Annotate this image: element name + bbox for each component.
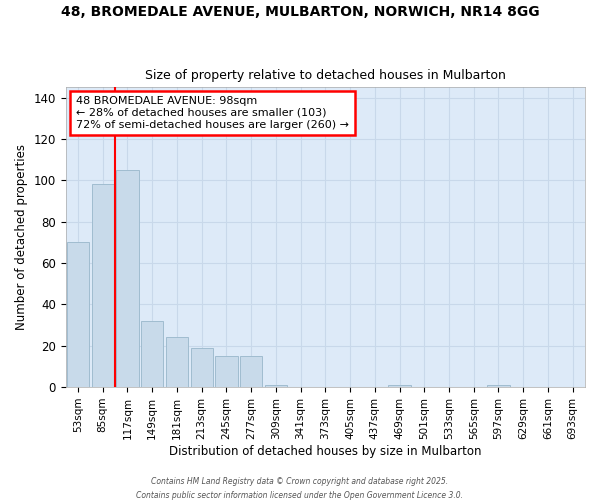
Text: 48, BROMEDALE AVENUE, MULBARTON, NORWICH, NR14 8GG: 48, BROMEDALE AVENUE, MULBARTON, NORWICH… xyxy=(61,5,539,19)
Bar xyxy=(240,356,262,387)
Bar xyxy=(265,385,287,387)
Title: Size of property relative to detached houses in Mulbarton: Size of property relative to detached ho… xyxy=(145,69,506,82)
Bar xyxy=(92,184,114,387)
X-axis label: Distribution of detached houses by size in Mulbarton: Distribution of detached houses by size … xyxy=(169,444,482,458)
Bar xyxy=(215,356,238,387)
Text: 48 BROMEDALE AVENUE: 98sqm
← 28% of detached houses are smaller (103)
72% of sem: 48 BROMEDALE AVENUE: 98sqm ← 28% of deta… xyxy=(76,96,349,130)
Text: Contains HM Land Registry data © Crown copyright and database right 2025.
Contai: Contains HM Land Registry data © Crown c… xyxy=(137,478,464,500)
Bar xyxy=(487,385,509,387)
Bar xyxy=(141,321,163,387)
Bar xyxy=(116,170,139,387)
Bar xyxy=(67,242,89,387)
Bar xyxy=(166,338,188,387)
Y-axis label: Number of detached properties: Number of detached properties xyxy=(15,144,28,330)
Bar xyxy=(191,348,213,387)
Bar xyxy=(388,385,410,387)
